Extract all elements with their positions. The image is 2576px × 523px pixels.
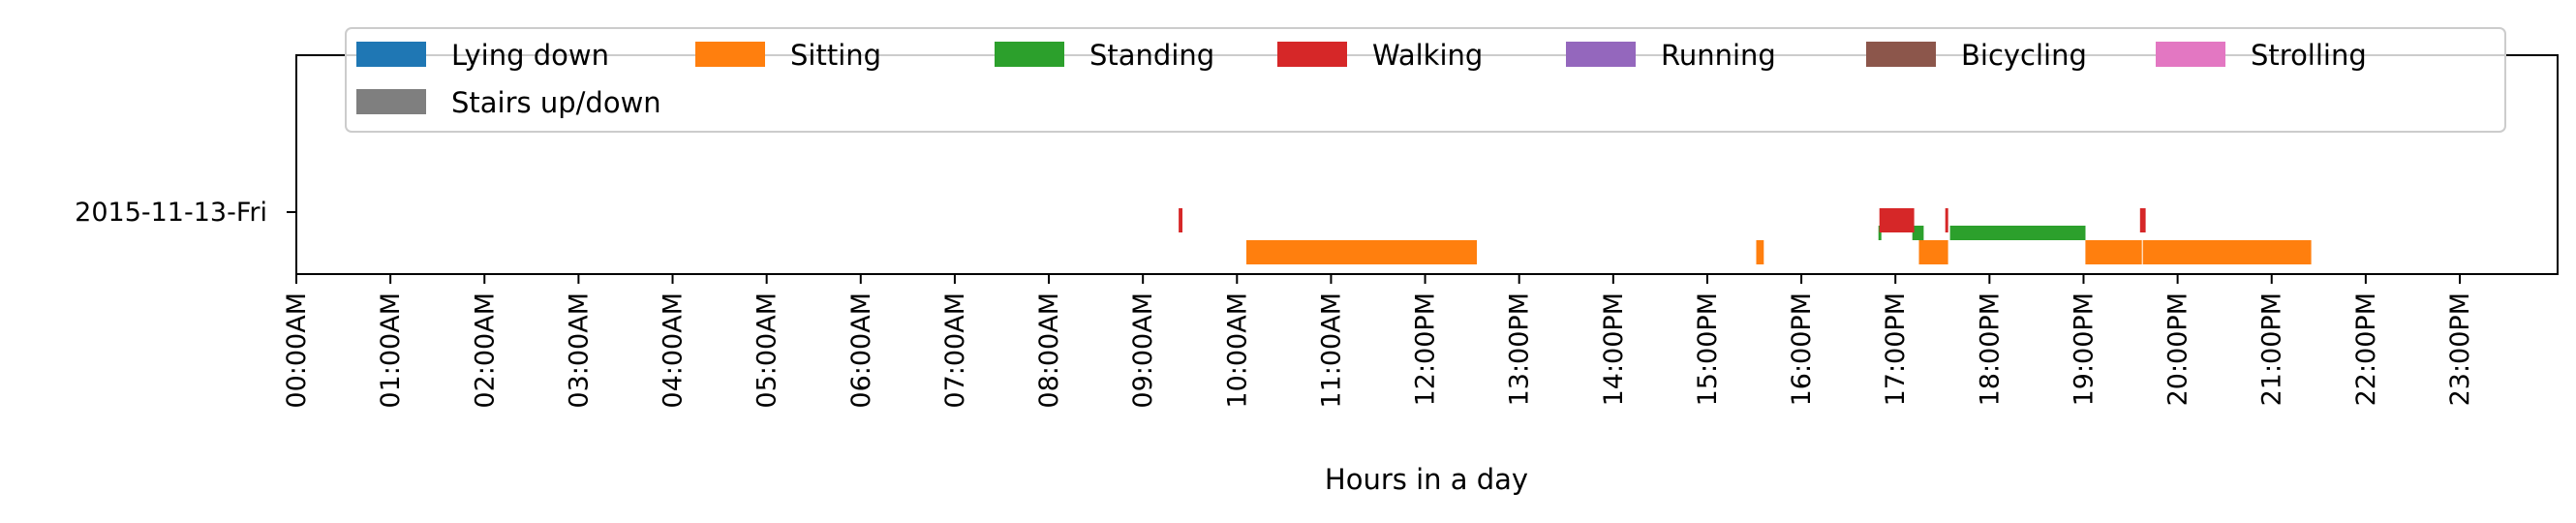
legend-swatch <box>1277 42 1347 67</box>
bar-walking-1 <box>1879 208 1915 232</box>
bar-sitting-1 <box>1756 240 1764 264</box>
legend-label: Running <box>1661 39 1776 72</box>
x-tick-label: 04:00AM <box>659 292 689 409</box>
bar-walking-2 <box>1945 208 1948 232</box>
bar-walking-3 <box>2139 208 2146 232</box>
bar-sitting-3 <box>2085 240 2142 264</box>
x-tick-label: 15:00PM <box>1693 292 1723 406</box>
x-tick-label: 12:00PM <box>1411 292 1441 406</box>
x-tick-label: 08:00AM <box>1034 292 1064 409</box>
legend-frame <box>345 27 2506 133</box>
activity-bars <box>1179 208 2312 264</box>
x-tick-label: 00:00AM <box>282 292 312 409</box>
x-tick-label: 09:00AM <box>1128 292 1158 409</box>
bar-sitting-2 <box>1918 240 1948 264</box>
bar-sitting-0 <box>1246 240 1477 264</box>
bar-sitting-4 <box>2142 240 2312 264</box>
x-tick-label: 03:00AM <box>564 292 594 409</box>
legend-swatch <box>695 42 765 67</box>
bar-standing-0 <box>1878 226 1882 240</box>
legend-swatch <box>2156 42 2225 67</box>
bar-standing-2 <box>1949 226 2086 240</box>
x-tick-label: 11:00AM <box>1316 292 1346 409</box>
legend-label: Sitting <box>790 39 881 72</box>
legend-swatch <box>1566 42 1636 67</box>
bar-standing-1 <box>1912 226 1924 240</box>
x-tick-label: 07:00AM <box>940 292 970 409</box>
legend-label: Stairs up/down <box>451 86 661 119</box>
x-tick-label: 14:00PM <box>1599 292 1629 406</box>
legend-swatch <box>995 42 1064 67</box>
x-tick-label: 05:00AM <box>752 292 782 409</box>
x-tick-label: 17:00PM <box>1881 292 1911 406</box>
x-tick-label: 22:00PM <box>2351 292 2381 406</box>
x-axis-label: Hours in a day <box>1325 463 1528 496</box>
bar-walking-0 <box>1179 208 1182 232</box>
x-tick-label: 01:00AM <box>376 292 406 409</box>
legend-swatch <box>1866 42 1936 67</box>
legend-label: Strolling <box>2251 39 2367 72</box>
x-tick-label: 02:00AM <box>470 292 500 409</box>
x-tick-label: 10:00AM <box>1222 292 1252 409</box>
x-tick-label: 13:00PM <box>1505 292 1535 406</box>
x-axis-ticks: 00:00AM 01:00AM 02:00AM 03:00AM 04:00AM 05:00… <box>282 274 2475 409</box>
legend: Lying down Sitting Standing Walking Running B… <box>345 27 2506 133</box>
x-tick-label: 20:00PM <box>2163 292 2193 406</box>
x-tick-label: 23:00PM <box>2445 292 2475 406</box>
legend-swatch <box>356 42 426 67</box>
legend-swatch <box>356 89 426 114</box>
legend-label: Bicycling <box>1961 39 2087 72</box>
x-tick-label: 18:00PM <box>1975 292 2005 406</box>
x-tick-label: 21:00PM <box>2257 292 2287 406</box>
legend-label: Walking <box>1372 39 1483 72</box>
legend-label: Standing <box>1089 39 1214 72</box>
legend-label: Lying down <box>451 39 609 72</box>
x-tick-label: 19:00PM <box>2069 292 2099 406</box>
x-tick-label: 06:00AM <box>846 292 876 409</box>
x-tick-label: 16:00PM <box>1787 292 1817 406</box>
row-label: 2015-11-13-Fri <box>75 198 267 228</box>
